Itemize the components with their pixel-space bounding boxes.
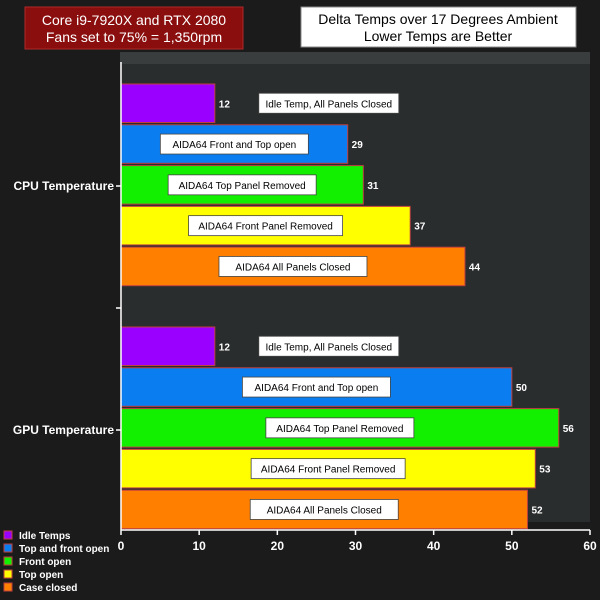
subtitle-line-1: Core i9-7920X and RTX 2080: [42, 12, 226, 28]
bar-series-label: AIDA64 Front and Top open: [172, 140, 296, 151]
bar-value-label: 56: [563, 424, 575, 435]
chart-title-line-1: Delta Temps over 17 Degrees Ambient: [318, 11, 558, 27]
legend-swatch: [3, 543, 13, 553]
bar-series-label: AIDA64 All Panels Closed: [235, 262, 350, 273]
bar-series-label: AIDA64 Top Panel Removed: [276, 424, 403, 435]
category-label-cpu: CPU Temperature: [14, 179, 115, 193]
bar-value-label: 52: [531, 505, 543, 516]
bar-label-box: [249, 499, 399, 520]
bar-label-box: [242, 376, 391, 398]
x-tick-label: 0: [118, 539, 125, 553]
bar-value-label: 12: [219, 342, 231, 353]
bar-label-box: [258, 92, 400, 114]
legend-swatch: [3, 556, 13, 566]
bars-layer: Idle Temp, All Panels Closed 12 AIDA64 Fro…: [120, 83, 575, 530]
bar-series-label: AIDA64 Front Panel Removed: [198, 222, 333, 233]
legend-label: Idle Temps: [19, 531, 71, 542]
bar-gpu-0: [120, 326, 216, 366]
bar-value-label: 53: [539, 465, 551, 476]
legend: Idle Temps Top and front open Front open To…: [3, 530, 109, 594]
subtitle-line-2: Fans set to 75% = 1,350rpm: [46, 29, 222, 45]
x-tick-label: 60: [583, 539, 597, 553]
bar-value-label: 50: [516, 383, 528, 394]
category-label-gpu: GPU Temperature: [13, 423, 114, 437]
bar-series-label: AIDA64 Front and Top open: [255, 383, 379, 394]
bar-value-label: 37: [414, 222, 426, 233]
bar-label-box: [265, 417, 415, 439]
bar-series-label: Idle Temp, All Panels Closed: [266, 342, 393, 353]
legend-swatch: [3, 569, 13, 579]
bar-series-label: AIDA64 Top Panel Removed: [179, 181, 306, 192]
title-box: Delta Temps over 17 Degrees Ambient Lowe…: [300, 6, 577, 48]
title-box-bg: [300, 6, 577, 48]
bar-label-box: [159, 133, 309, 155]
subtitle-box-bg: [24, 6, 244, 50]
bar-value-label: 29: [352, 140, 364, 151]
legend-label: Case closed: [19, 583, 77, 594]
legend-label: Top open: [19, 570, 63, 581]
legend-label: Top and front open: [19, 544, 109, 555]
bar-gpu-1: [120, 367, 513, 407]
bar-series-label: AIDA64 All Panels Closed: [267, 505, 382, 516]
bar-label-box: [188, 215, 344, 237]
bar-label-box: [258, 335, 400, 357]
legend-swatch: [3, 530, 13, 540]
x-tick-label: 50: [505, 539, 519, 553]
x-ticks: 0 10 20 30 40 50 60: [118, 530, 597, 553]
bar-series-label: AIDA64 Front Panel Removed: [261, 465, 396, 476]
bar-series-label: Idle Temp, All Panels Closed: [266, 99, 393, 110]
bar-cpu-0: [120, 83, 216, 123]
x-tick-label: 30: [349, 539, 363, 553]
bar-value-label: 12: [219, 99, 231, 110]
bar-label-box: [167, 174, 317, 196]
x-tick-label: 40: [427, 539, 441, 553]
legend-swatch: [3, 582, 13, 592]
legend-label: Front open: [19, 557, 71, 568]
bar-label-box: [250, 458, 406, 480]
bar-value-label: 31: [367, 181, 379, 192]
x-tick-label: 10: [192, 539, 206, 553]
chart-title-line-2: Lower Temps are Better: [364, 28, 513, 44]
subtitle-box: Core i9-7920X and RTX 2080 Fans set to 7…: [24, 6, 244, 50]
bar-label-box: [218, 256, 368, 277]
x-tick-label: 20: [271, 539, 285, 553]
bar-value-label: 44: [469, 262, 481, 273]
